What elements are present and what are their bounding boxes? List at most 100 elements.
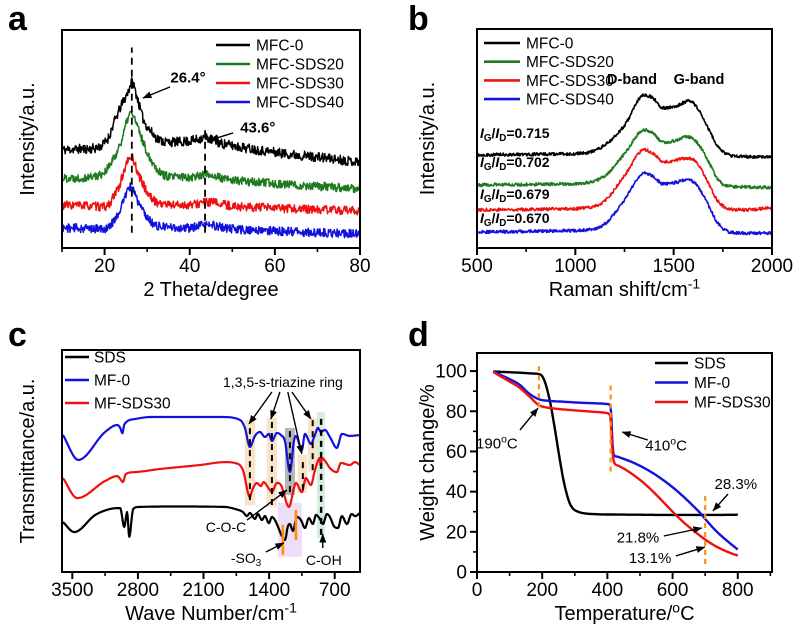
plot-frame xyxy=(476,352,773,573)
annotation-arrow xyxy=(663,526,703,537)
series-MFC-SDS30 xyxy=(476,147,773,213)
tick-label: 2100 xyxy=(182,580,224,601)
y-axis-label: Transmittance/a.u. xyxy=(17,379,39,544)
tick-label: 2000 xyxy=(751,256,793,277)
plot-frame xyxy=(61,349,361,573)
x-axis-label: 2 Theta/degree xyxy=(143,279,278,301)
series-MFC-SDS40 xyxy=(476,171,773,236)
annotation-arrow xyxy=(142,86,171,99)
legend: SDS MF-0 MF-SDS30 xyxy=(655,356,771,412)
annotation-arrow xyxy=(248,391,273,425)
series-MFC-SDS20 xyxy=(476,127,773,190)
series-MFC-SDS40 xyxy=(61,182,361,239)
annotation: IG/ID=0.702 xyxy=(480,154,550,173)
tick-label: 60 xyxy=(446,442,467,463)
tick-label: 2800 xyxy=(117,580,159,601)
series-MFC-SDS20 xyxy=(61,110,361,194)
tick-label: 1500 xyxy=(653,256,695,277)
tick-label: 40 xyxy=(179,256,200,277)
tick-label: 600 xyxy=(657,580,689,601)
series-MFC-SDS30 xyxy=(61,153,361,216)
legend-label: MFC-SDS40 xyxy=(526,92,614,109)
y-axis-label: Weight change/% xyxy=(417,384,439,541)
legend-label: MFC-SDS30 xyxy=(256,76,344,93)
annotation: IG/ID=0.679 xyxy=(480,186,550,205)
series-MF-SDS30 xyxy=(62,456,361,508)
tick-label: 800 xyxy=(722,580,754,601)
annotation-arrow xyxy=(291,391,312,420)
raman-chart: D-band G-band IG/ID=0.715 IG/ID=0.702 IG/ID=… xyxy=(417,28,793,301)
annotation: 21.8% xyxy=(617,529,660,546)
x-axis: 3500 2800 2100 1400 700 xyxy=(51,572,351,601)
annotation: 410oC xyxy=(645,436,687,455)
annotation: -SO3 xyxy=(231,550,262,569)
annotation: 43.6° xyxy=(240,119,275,136)
legend-label: MFC-SDS30 xyxy=(526,73,614,90)
series-group xyxy=(61,77,361,239)
annotation-arrow xyxy=(270,391,281,420)
annotation: IG/ID=0.670 xyxy=(480,210,550,229)
legend-label: MFC-SDS40 xyxy=(256,95,344,112)
annotation-arrow xyxy=(209,132,234,141)
y-axis-label: Intensity/a.u. xyxy=(17,82,39,195)
y-axis: 0 20 40 60 80 100 xyxy=(435,362,477,584)
legend-label: SDS xyxy=(694,356,726,373)
tick-label: 40 xyxy=(446,482,467,503)
annotation-arrow xyxy=(675,546,706,557)
series-SDS xyxy=(492,370,739,517)
legend: SDS MF-0 MF-SDS30 xyxy=(65,350,171,413)
legend-label: MF-SDS30 xyxy=(94,396,171,413)
tick-label: 100 xyxy=(435,362,467,383)
annotation: 190oC xyxy=(476,434,518,453)
x-axis: 500 1000 1500 2000 xyxy=(461,248,793,277)
annotation: 26.4° xyxy=(170,69,205,86)
tick-label: 1000 xyxy=(554,256,596,277)
annotation: 28.3% xyxy=(715,476,758,493)
band xyxy=(277,502,302,557)
series-group xyxy=(492,370,739,557)
tick-label: 700 xyxy=(319,580,351,601)
legend-label: MFC-SDS20 xyxy=(526,54,614,71)
annotation-arrow xyxy=(265,542,285,553)
band xyxy=(266,417,278,507)
tick-label: 0 xyxy=(472,580,483,601)
annotation: IG/ID=0.715 xyxy=(480,125,550,144)
x-axis-label: Raman shift/cm-1 xyxy=(549,275,701,301)
annotation-arrow xyxy=(519,407,539,431)
tick-label: 400 xyxy=(592,580,624,601)
x-axis-label: Temperature/oC xyxy=(554,599,694,625)
tick-label: 3500 xyxy=(51,580,93,601)
tick-label: 20 xyxy=(94,256,115,277)
panel-d-label: d xyxy=(408,316,429,354)
series-MF-0 xyxy=(492,370,739,551)
annotation: C-OH xyxy=(306,552,342,568)
annotation: 1,3,5-s-triazine ring xyxy=(223,374,343,390)
legend-label: MF-0 xyxy=(694,375,731,392)
tga-chart: 190oC 410oC 28.3% 21.8% 13.1% 0 200 400 600 800 0 2… xyxy=(417,352,773,625)
tick-label: 500 xyxy=(461,256,493,277)
series-MF-SDS30 xyxy=(492,370,739,557)
series-group xyxy=(476,93,773,236)
legend: MFC-0 MFC-SDS20 MFC-SDS30 MFC-SDS40 xyxy=(216,38,344,112)
x-axis: 20 40 60 80 xyxy=(61,248,371,277)
ftir-chart: 1,3,5-s-triazine ring C-O-C -SO3 C-OH 3500 28… xyxy=(17,349,361,625)
x-axis: 0 200 400 600 800 xyxy=(472,572,772,601)
series-MF-0 xyxy=(61,415,361,473)
tick-label: 200 xyxy=(526,580,558,601)
panel-a-label: a xyxy=(8,0,27,38)
legend-label: MFC-SDS20 xyxy=(256,57,344,74)
tick-label: 80 xyxy=(349,256,370,277)
annotation: 13.1% xyxy=(629,550,672,567)
annotation: D-band xyxy=(607,72,657,88)
tick-label: 0 xyxy=(456,563,467,584)
legend-label: MF-0 xyxy=(94,373,131,390)
tick-label: 1400 xyxy=(248,580,290,601)
series-SDS xyxy=(62,505,361,542)
legend-label: MFC-0 xyxy=(256,38,304,55)
series-MFC-0 xyxy=(476,93,773,160)
annotation: C-O-C xyxy=(206,519,246,535)
xrd-chart: 26.4° 43.6° 20 40 60 80 2 Theta/degree Intensit… xyxy=(17,29,371,301)
tick-label: 60 xyxy=(264,256,285,277)
legend-label: SDS xyxy=(94,350,126,367)
